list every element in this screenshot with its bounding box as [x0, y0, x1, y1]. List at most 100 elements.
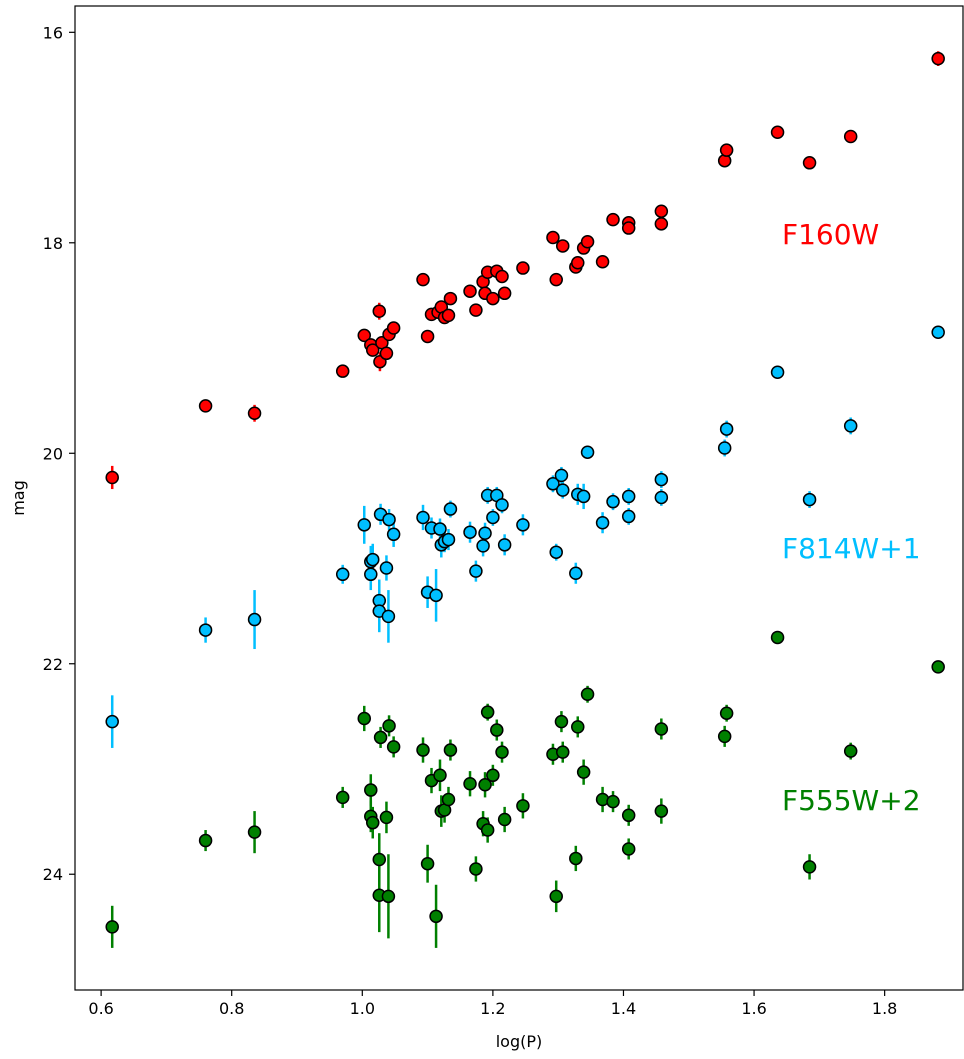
- data-point: [379, 810, 394, 825]
- data-point: [198, 623, 213, 637]
- data-point: [546, 230, 560, 245]
- data-point: [382, 719, 396, 733]
- data-point: [495, 269, 509, 284]
- x-tick-label: 1.0: [350, 999, 375, 1018]
- data-point: [654, 217, 669, 231]
- data-point: [429, 588, 443, 603]
- data-point: [549, 272, 563, 287]
- data-point: [580, 234, 595, 249]
- data-point: [621, 221, 636, 235]
- data-point: [580, 445, 595, 459]
- x-axis: 0.6 0.8 1.0 1.2 1.4 1.6 1.8: [88, 990, 897, 1018]
- annotation-f555w: F555W+2: [782, 784, 921, 817]
- y-axis: 16 18 20 22 24: [43, 23, 75, 884]
- data-point: [478, 526, 492, 541]
- data-point: [416, 743, 430, 757]
- data-points: [105, 51, 945, 934]
- data-point: [554, 468, 569, 483]
- data-point: [247, 406, 262, 421]
- data-point: [486, 768, 500, 783]
- data-point: [386, 321, 401, 335]
- data-point: [802, 860, 817, 874]
- data-point: [495, 498, 509, 512]
- data-point: [381, 889, 396, 904]
- data-point: [654, 472, 669, 487]
- data-point: [516, 261, 530, 275]
- data-point: [443, 743, 458, 757]
- data-point: [516, 518, 530, 532]
- data-point: [105, 920, 119, 934]
- data-point: [357, 711, 372, 726]
- data-point: [379, 561, 394, 575]
- data-point: [606, 212, 620, 227]
- data-point: [802, 156, 817, 170]
- data-point: [576, 765, 591, 779]
- data-point: [379, 346, 394, 361]
- data-point: [478, 778, 492, 792]
- data-point: [469, 862, 483, 876]
- data-point: [386, 527, 401, 542]
- data-point: [357, 328, 372, 343]
- data-point: [621, 489, 636, 504]
- data-point: [443, 291, 458, 306]
- data-point: [364, 567, 378, 582]
- data-point: [198, 833, 213, 848]
- data-point: [490, 723, 504, 737]
- data-point: [931, 660, 945, 674]
- data-point: [365, 343, 380, 357]
- data-point: [486, 291, 500, 306]
- data-point: [931, 51, 945, 66]
- data-point: [247, 612, 262, 627]
- y-axis-label: mag: [9, 480, 28, 516]
- data-point: [372, 304, 387, 318]
- data-point: [480, 823, 495, 837]
- data-point: [516, 799, 530, 813]
- data-point: [335, 364, 350, 378]
- data-point: [569, 851, 583, 866]
- data-point: [476, 539, 490, 553]
- data-point: [555, 745, 570, 759]
- data-point: [198, 399, 213, 413]
- data-point: [420, 856, 435, 871]
- data-point: [770, 630, 785, 645]
- data-point: [843, 419, 858, 433]
- data-point: [654, 204, 669, 218]
- data-point: [770, 365, 785, 379]
- data-point: [497, 286, 512, 301]
- data-point: [569, 566, 583, 580]
- data-point: [621, 509, 636, 524]
- y-tick-label: 20: [43, 444, 63, 463]
- data-point: [105, 470, 119, 485]
- data-point: [364, 783, 378, 797]
- data-point: [433, 768, 447, 783]
- annotation-f160w: F160W: [782, 218, 879, 251]
- x-tick-label: 1.4: [611, 999, 636, 1018]
- data-point: [555, 483, 570, 497]
- y-tick-label: 16: [43, 23, 63, 42]
- data-point: [654, 722, 669, 736]
- data-point: [373, 730, 388, 745]
- x-tick-label: 1.8: [872, 999, 897, 1018]
- x-tick-label: 0.8: [219, 999, 244, 1018]
- data-point: [469, 303, 483, 317]
- data-point: [381, 609, 396, 624]
- data-point: [719, 422, 734, 436]
- data-point: [931, 325, 945, 339]
- data-point: [497, 812, 512, 827]
- data-point: [606, 794, 620, 809]
- x-axis-label: log(P): [496, 1032, 543, 1051]
- y-tick-label: 22: [43, 655, 63, 674]
- data-point: [719, 143, 734, 157]
- data-point: [802, 492, 817, 507]
- data-point: [372, 852, 387, 867]
- data-point: [335, 790, 350, 805]
- data-point: [486, 510, 500, 525]
- data-point: [621, 808, 636, 823]
- data-point: [580, 687, 595, 702]
- data-point: [606, 494, 620, 509]
- data-point: [555, 239, 570, 253]
- data-point: [595, 515, 610, 530]
- data-point: [621, 842, 636, 856]
- data-point: [654, 490, 669, 505]
